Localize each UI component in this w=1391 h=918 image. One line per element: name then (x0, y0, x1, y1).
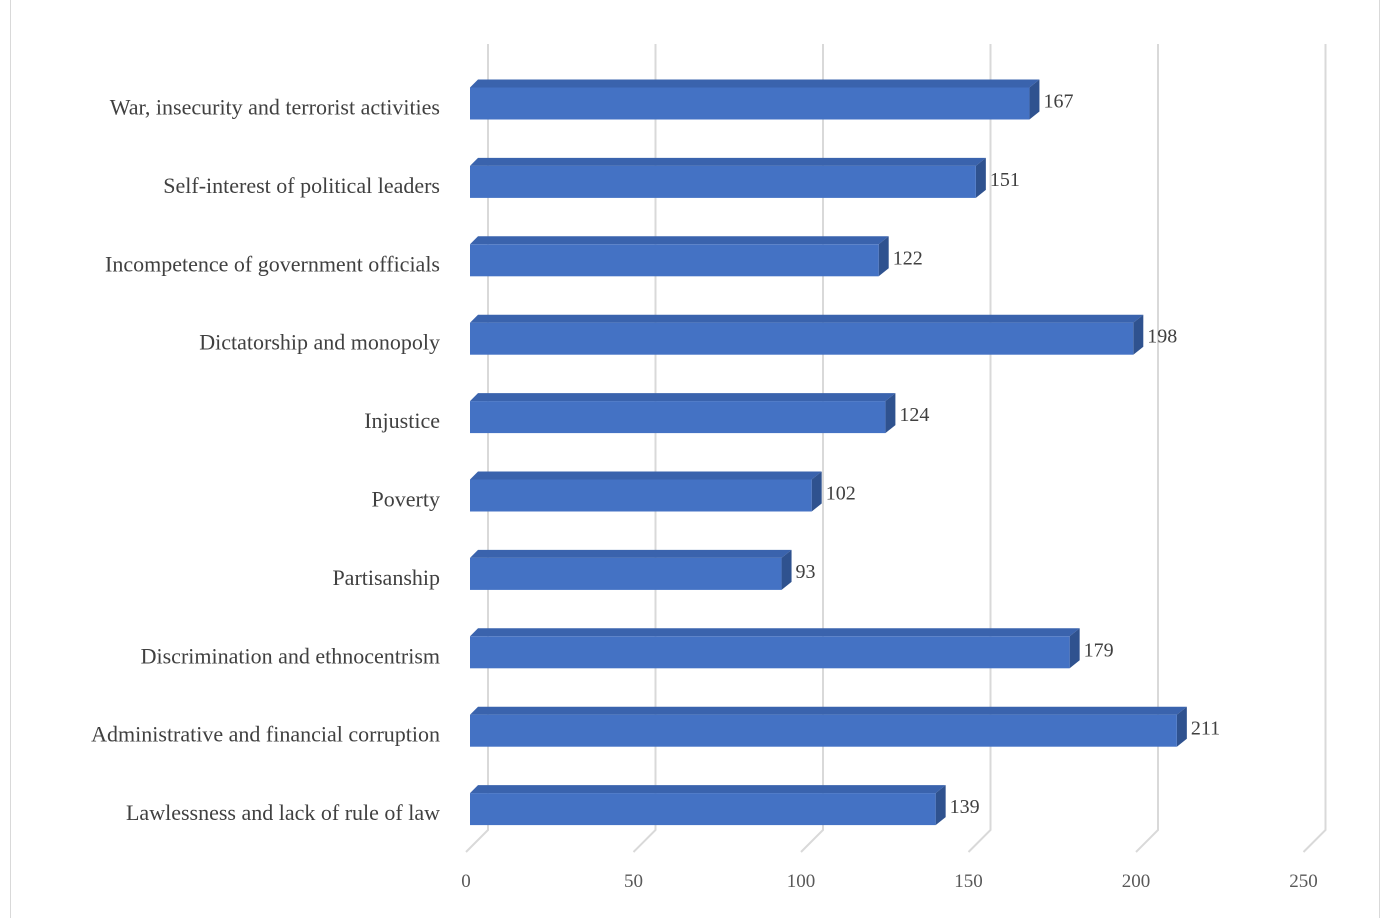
x-tick-label: 50 (624, 871, 643, 892)
bar-side-face (811, 471, 822, 512)
bar (470, 157, 986, 198)
category-label: Partisanship (332, 565, 440, 590)
gridline (465, 44, 489, 853)
bar-side-face (781, 549, 792, 590)
bar-front-face (470, 401, 886, 434)
bar-front-face (470, 636, 1070, 669)
bar-side-face (1029, 79, 1040, 120)
bar-top-face (470, 549, 792, 558)
bar-side-face (1176, 706, 1187, 747)
data-label: 211 (1191, 718, 1220, 740)
data-label: 179 (1084, 639, 1114, 661)
bar-top-face (470, 471, 822, 480)
bar-front-face (470, 165, 976, 198)
gridline (800, 44, 824, 853)
category-label: Incompetence of government officials (105, 251, 440, 276)
bar (470, 628, 1080, 669)
value-labels: 167 151 122 198 124 102 93 179 211 139 (796, 91, 1221, 819)
bar-front-face (470, 714, 1177, 747)
x-tick-label: 250 (1289, 871, 1318, 892)
data-label: 198 (1147, 326, 1177, 348)
x-tick-label: 200 (1122, 871, 1151, 892)
gridlines (465, 44, 1327, 853)
category-label: Administrative and financial corruption (91, 722, 440, 747)
bar-side-face (975, 157, 986, 198)
gridline (1135, 44, 1159, 853)
gridline (1302, 44, 1327, 853)
x-tick-label: 0 (461, 871, 471, 892)
bar-top-face (470, 628, 1080, 637)
chart-frame (10, 0, 1380, 918)
bar-front-face (470, 793, 936, 826)
bar-top-face (470, 79, 1040, 88)
category-label: Self-interest of political leaders (163, 173, 440, 198)
bar (470, 79, 1040, 120)
bar-front-face (470, 87, 1030, 120)
bar-side-face (878, 236, 889, 277)
category-label: Poverty (372, 487, 440, 512)
bar (470, 314, 1144, 355)
data-label: 124 (899, 404, 929, 426)
gridline (967, 44, 992, 853)
x-tick-label: 150 (954, 871, 983, 892)
bar-top-face (470, 157, 986, 166)
bar-side-face (885, 393, 896, 434)
x-tick-label: 100 (787, 871, 816, 892)
data-label: 151 (990, 169, 1020, 191)
bar (470, 549, 792, 590)
bar-top-face (470, 314, 1144, 323)
category-label: Dictatorship and monopoly (199, 330, 440, 355)
category-labels: War, insecurity and terrorist activities… (91, 95, 440, 826)
bar (470, 785, 946, 826)
bar-front-face (470, 322, 1134, 355)
category-label: Injustice (364, 408, 440, 433)
bar (470, 236, 889, 277)
bar-front-face (470, 244, 879, 277)
bar-top-face (470, 706, 1187, 715)
bar-top-face (470, 236, 889, 245)
bar (470, 706, 1187, 747)
bar-front-face (470, 479, 812, 512)
data-label: 167 (1043, 91, 1073, 113)
x-axis-ticks: 0 50 100 150 200 250 (461, 871, 1318, 892)
data-label: 122 (893, 247, 923, 269)
bar-top-face (470, 393, 896, 402)
bar-side-face (935, 785, 946, 826)
data-label: 93 (796, 561, 816, 583)
category-label: Lawlessness and lack of rule of law (126, 800, 440, 825)
bar-side-face (1133, 314, 1144, 355)
bar (470, 393, 896, 434)
data-label: 102 (826, 483, 856, 505)
bars (470, 79, 1187, 826)
bar-front-face (470, 557, 782, 590)
gridline (632, 44, 657, 853)
bar-top-face (470, 785, 946, 794)
category-label: Discrimination and ethnocentrism (141, 643, 440, 668)
bar (470, 471, 822, 512)
category-label: War, insecurity and terrorist activities (110, 95, 440, 120)
data-label: 139 (950, 796, 980, 818)
bar-side-face (1069, 628, 1080, 669)
